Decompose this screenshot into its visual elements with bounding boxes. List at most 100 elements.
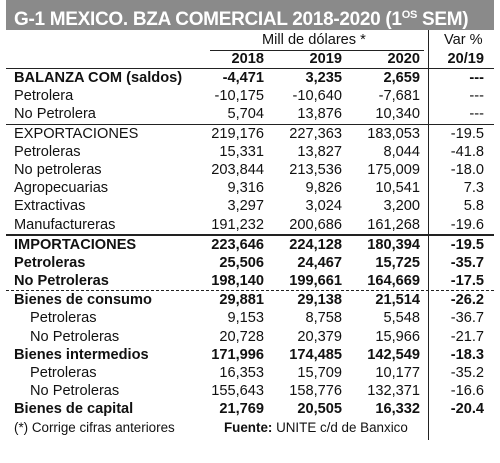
value-cell: 132,371 [367, 383, 420, 400]
table-row: Extractivas 3,297 3,024 3,200 5.8 [6, 197, 494, 215]
row-label: No Petroleras [14, 273, 109, 290]
value-cell: 198,140 [211, 273, 264, 290]
var-cell: -18.3 [450, 346, 484, 363]
table-row: EXPORTACIONES 219,176 227,363 183,053 -19.5 [6, 123, 494, 143]
row-label: No petroleras [14, 161, 102, 178]
var-cell: -17.5 [450, 273, 484, 290]
footnote: (*) Corrige cifras anteriores [14, 419, 175, 435]
var-cell: -35.7 [450, 254, 484, 271]
value-cell: 224,128 [289, 236, 342, 253]
value-cell: 3,297 [227, 198, 264, 215]
units-underline [210, 50, 424, 51]
value-cell: 20,505 [297, 401, 342, 418]
var-cell: -19.5 [450, 236, 484, 253]
row-label: Petroleras [14, 254, 86, 271]
value-cell: 213,536 [289, 161, 342, 178]
value-cell: 142,549 [367, 346, 420, 363]
row-label: Petroleras [30, 310, 97, 327]
row-label: IMPORTACIONES [14, 236, 137, 253]
row-label: No Petrolera [14, 106, 96, 123]
row-label: EXPORTACIONES [14, 125, 139, 142]
value-cell: 175,009 [367, 161, 420, 178]
value-cell: 158,776 [289, 383, 342, 400]
value-cell: 20,379 [297, 328, 342, 345]
value-cell: 15,709 [297, 365, 342, 381]
var-cell: -35.2 [450, 365, 484, 381]
footer-row: (*) Corrige cifras anteriores Fuente: UN… [6, 419, 494, 437]
table-row: No Petrolera 5,704 13,876 10,340 --- [6, 105, 494, 123]
row-label: Bienes de capital [14, 401, 134, 418]
var-cell: -36.7 [450, 310, 484, 327]
table-row: Agropecuarias 9,316 9,826 10,541 7.3 [6, 179, 494, 197]
value-cell: 10,340 [375, 106, 420, 123]
value-cell: 199,661 [289, 273, 342, 290]
value-cell: 183,053 [367, 125, 420, 142]
value-cell: 8,758 [305, 310, 342, 327]
table-row: Petroleras 25,506 24,467 15,725 -35.7 [6, 254, 494, 272]
table-row: Bienes de capital 21,769 20,505 16,332 -20.4 [6, 400, 494, 418]
table-title: G-1 MEXICO. BZA COMERCIAL 2018-2020 (1OS… [6, 0, 494, 30]
value-cell: 15,331 [219, 143, 264, 160]
value-cell: 16,332 [375, 401, 420, 418]
value-cell: 21,514 [375, 292, 420, 309]
value-cell: 5,548 [383, 310, 420, 327]
source: Fuente: UNITE c/d de Banxico [224, 419, 408, 435]
var-cell: -20.4 [450, 401, 484, 418]
row-label: Petroleras [14, 143, 81, 160]
units-header-row: Mill de dólares * Var % [6, 30, 494, 50]
year-2019: 2019 [309, 51, 342, 67]
row-label: Bienes de consumo [14, 292, 152, 309]
value-cell: 191,232 [211, 216, 264, 233]
value-cell: -10,175 [214, 88, 265, 105]
table-row: No Petroleras 20,728 20,379 15,966 -21.7 [6, 328, 494, 346]
row-label: Extractivas [14, 198, 86, 215]
table-row: No Petroleras 155,643 158,776 132,371 -16.6 [6, 382, 494, 400]
table-row: Petroleras 9,153 8,758 5,548 -36.7 [6, 309, 494, 327]
value-cell: 24,467 [297, 254, 342, 271]
row-label: Petrolera [14, 88, 74, 105]
year-2020: 2020 [387, 51, 420, 67]
table-row: Bienes de consumo 29,881 29,138 21,514 -26.2 [6, 291, 494, 309]
var-cell: -19.5 [450, 125, 484, 142]
var-header: Var % [444, 32, 483, 48]
var-cell: -26.2 [450, 292, 484, 309]
var-cell: --- [469, 106, 484, 123]
value-cell: 3,024 [305, 198, 342, 215]
row-label: Manufactureras [14, 216, 116, 233]
value-cell: -4,471 [222, 70, 264, 86]
row-label: Bienes intermedios [14, 346, 149, 363]
trade-balance-table: Mill de dólares * Var % 2018 2019 2020 2… [6, 30, 494, 440]
value-cell: 16,353 [219, 365, 264, 381]
value-cell: 20,728 [219, 328, 264, 345]
table-row: No petroleras 203,844 213,536 175,009 -18.0 [6, 161, 494, 179]
value-cell: 29,138 [297, 292, 342, 309]
value-cell: 29,881 [219, 292, 264, 309]
var-cell: -19.6 [450, 216, 484, 233]
row-label: Petroleras [30, 365, 97, 381]
value-cell: 164,669 [367, 273, 420, 290]
value-cell: 13,827 [297, 143, 342, 160]
value-cell: 171,996 [211, 346, 264, 363]
units-label: Mill de dólares * [262, 32, 366, 48]
var-cell: 5.8 [463, 198, 484, 215]
table-row: Manufactureras 191,232 200,686 161,268 -19.6 [6, 216, 494, 235]
value-cell: 203,844 [211, 161, 264, 178]
value-cell: -10,640 [292, 88, 343, 105]
value-cell: 200,686 [289, 216, 342, 233]
value-cell: 9,316 [227, 180, 264, 197]
value-cell: 227,363 [289, 125, 342, 142]
var-cell: --- [469, 88, 484, 105]
var-cell: 7.3 [463, 180, 484, 197]
var-cell: -41.8 [450, 143, 484, 160]
value-cell: 5,704 [227, 106, 264, 123]
table-row: Petroleras 15,331 13,827 8,044 -41.8 [6, 143, 494, 161]
value-cell: 10,177 [375, 365, 420, 381]
table-row: Petroleras 16,353 15,709 10,177 -35.2 [6, 364, 494, 382]
var-cell: -21.7 [450, 328, 484, 345]
value-cell: 223,646 [211, 236, 264, 253]
value-cell: 180,394 [367, 236, 420, 253]
value-cell: 155,643 [211, 383, 264, 400]
table-row: Bienes intermedios 171,996 174,485 142,549 -… [6, 346, 494, 364]
year-2018: 2018 [231, 51, 264, 67]
row-label: No Petroleras [30, 328, 120, 345]
